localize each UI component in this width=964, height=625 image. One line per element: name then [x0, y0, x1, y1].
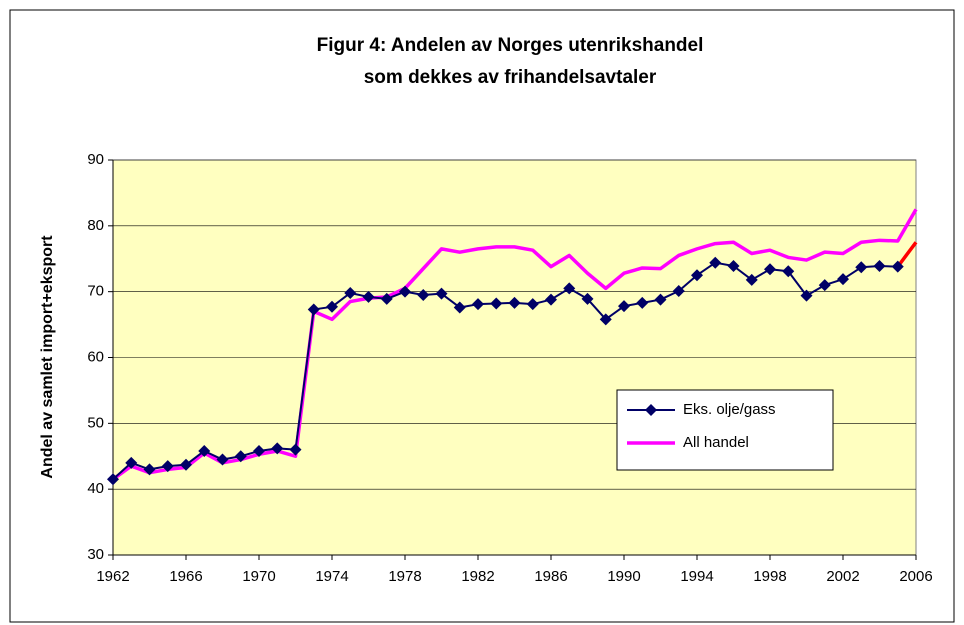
marker	[764, 263, 776, 276]
marker	[399, 285, 411, 298]
series-line	[111, 208, 918, 481]
marker	[490, 297, 503, 310]
marker	[545, 293, 557, 306]
marker	[362, 290, 375, 303]
marker	[417, 288, 430, 301]
marker	[782, 265, 795, 278]
marker	[837, 273, 849, 286]
marker	[873, 259, 886, 272]
marker	[563, 282, 576, 295]
marker	[161, 460, 174, 473]
marker	[891, 260, 904, 273]
legend-label: All handel	[683, 434, 749, 451]
marker	[672, 285, 685, 298]
marker	[818, 279, 831, 292]
y-tick-label: 30	[87, 546, 104, 563]
marker	[727, 259, 740, 272]
marker	[435, 287, 448, 300]
marker	[691, 269, 703, 282]
marker	[289, 443, 302, 456]
y-tick-label: 40	[87, 480, 104, 497]
marker	[307, 303, 320, 316]
x-tick-label: 1994	[680, 568, 713, 585]
legend-marker	[645, 404, 657, 416]
marker	[344, 286, 357, 299]
x-tick-label: 1978	[388, 568, 421, 585]
marker	[654, 293, 667, 306]
marker	[709, 256, 722, 269]
marker	[198, 444, 211, 457]
y-tick-label: 70	[87, 283, 104, 300]
marker	[636, 296, 649, 309]
marker	[180, 458, 192, 471]
y-tick-label: 80	[87, 217, 104, 234]
marker	[855, 261, 868, 274]
series-line	[896, 241, 918, 268]
marker	[745, 273, 758, 286]
x-tick-label: 1970	[242, 568, 275, 585]
marker	[581, 292, 594, 305]
marker	[125, 456, 138, 469]
y-tick-label: 90	[87, 151, 104, 168]
x-tick-label: 1986	[534, 568, 567, 585]
marker	[380, 292, 393, 305]
x-tick-label: 1990	[607, 568, 640, 585]
marker	[271, 442, 284, 455]
legend-box	[616, 389, 834, 471]
marker	[599, 313, 612, 326]
chart-subtitle: som dekkes av frihandelsavtaler	[364, 67, 657, 88]
y-axis-label: Andel av samlet import+eksport	[39, 235, 56, 479]
x-tick-label: 1998	[753, 568, 786, 585]
x-tick-label: 2006	[899, 568, 932, 585]
marker	[216, 453, 229, 466]
marker	[326, 300, 338, 313]
legend-label: Eks. olje/gass	[683, 401, 776, 418]
marker	[526, 298, 539, 311]
x-tick-label: 1962	[96, 568, 129, 585]
x-tick-label: 1966	[169, 568, 202, 585]
chart-title: Figur 4: Andelen av Norges utenrikshande…	[317, 35, 704, 56]
marker	[107, 473, 119, 486]
marker	[253, 444, 265, 457]
marker	[618, 300, 630, 313]
x-tick-label: 1974	[315, 568, 348, 585]
marker	[453, 301, 466, 314]
y-tick-label: 60	[87, 348, 104, 365]
y-tick-label: 50	[87, 414, 104, 431]
x-tick-label: 2002	[826, 568, 859, 585]
marker	[143, 463, 156, 476]
marker	[234, 450, 247, 463]
marker	[508, 296, 521, 309]
marker	[472, 298, 484, 311]
x-tick-label: 1982	[461, 568, 494, 585]
marker	[800, 289, 813, 302]
